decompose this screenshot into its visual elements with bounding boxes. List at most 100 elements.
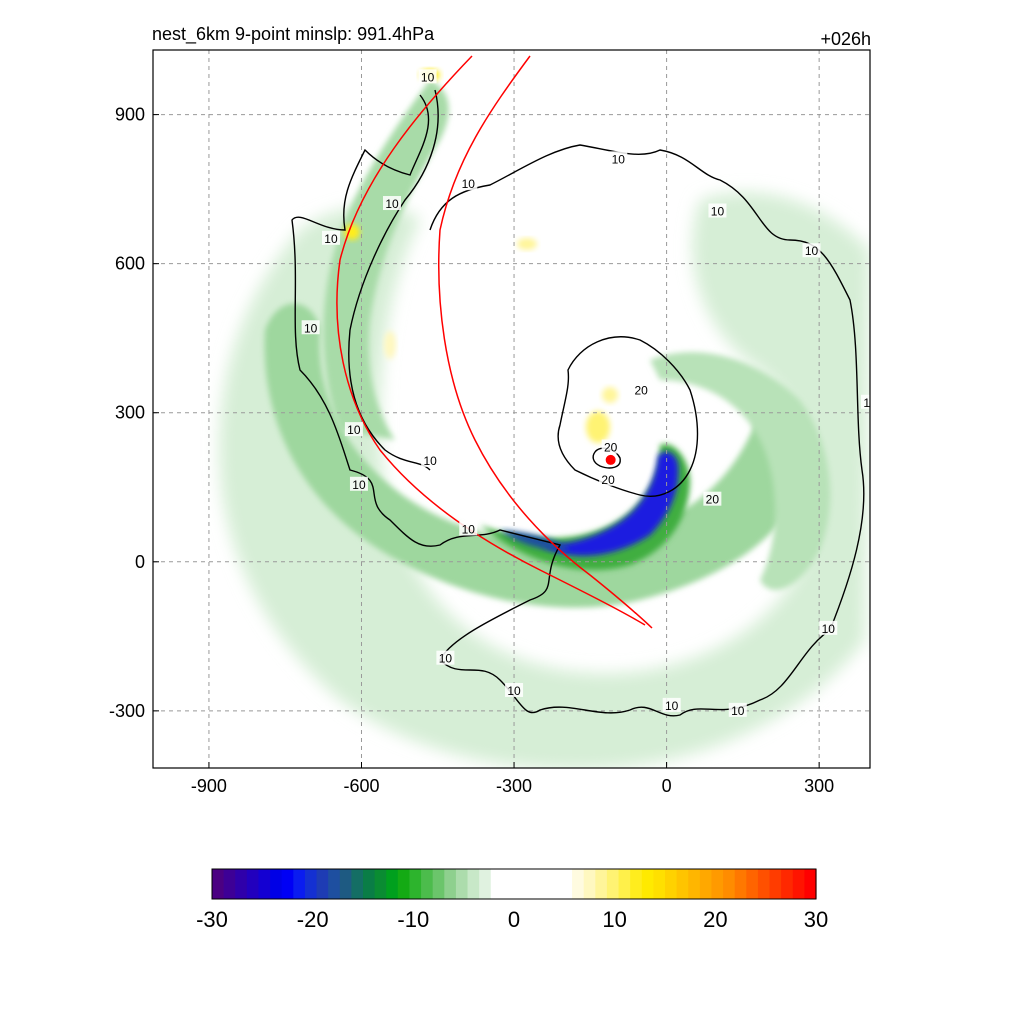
colorbar-swatch — [688, 869, 701, 899]
x-tick-label: 0 — [662, 776, 672, 796]
colorbar-swatch — [560, 869, 573, 899]
colorbar-swatch — [409, 869, 422, 899]
colorbar-swatch — [606, 869, 620, 899]
colorbar-swatch — [223, 869, 236, 899]
colorbar-swatch — [386, 869, 399, 899]
colorbar-swatch — [734, 869, 747, 899]
y-axis: -300 0 300 600 900 — [109, 105, 159, 721]
field-region-west-arc — [323, 80, 449, 440]
colorbar-swatch — [641, 869, 654, 899]
contour-label-bg — [344, 422, 363, 437]
contour-label-bg — [601, 439, 620, 454]
colorbar-swatch — [258, 869, 271, 899]
contour-labels: 10 10 10 10 10 10 10 10 10 10 10 10 10 10 10 10 10 10 20 20… — [301, 69, 870, 718]
contour-20-core — [557, 336, 699, 497]
colorbar-swatch — [490, 869, 503, 899]
field-region-yellow-patch-6 — [517, 238, 537, 250]
contour-label-bg — [599, 471, 618, 486]
contour-label-bg — [383, 196, 401, 211]
contour-label: 10 — [665, 699, 679, 713]
colorbar-swatch — [502, 869, 515, 899]
contour-label-bg — [436, 650, 455, 665]
forecast-hour-label: +026h — [820, 29, 871, 49]
contour-label-bg — [418, 69, 437, 84]
contour-label: 10 — [352, 478, 366, 492]
y-tick-label: 600 — [115, 254, 145, 274]
colorbar-tick-label: 0 — [508, 907, 520, 932]
colorbar-swatch — [339, 869, 352, 899]
plot-frame — [152, 49, 871, 769]
colorbar-swatch — [583, 869, 596, 899]
colorbar-swatch — [804, 869, 817, 899]
contour-label: 10 — [347, 423, 361, 437]
contour-label-bg — [459, 176, 478, 191]
shaded-field — [153, 50, 870, 768]
x-axis: -900 -600 -300 0 300 — [191, 762, 834, 796]
colorbar-tick-label: -30 — [196, 907, 228, 932]
colorbar-swatch — [792, 869, 805, 899]
contour-label: 10 — [462, 522, 476, 536]
contour-label-bg — [609, 151, 628, 166]
colorbar-tick-label: 30 — [804, 907, 828, 932]
contour-label: 10 — [507, 684, 521, 698]
colorbar-swatch — [467, 869, 480, 899]
field-region-yellow-patch-1 — [586, 411, 610, 443]
colorbar-swatch — [711, 869, 724, 899]
colorbar-swatch — [351, 869, 364, 899]
contour-label-bg — [321, 230, 340, 245]
contour-label-bg — [802, 243, 821, 258]
colorbar-swatch — [455, 869, 469, 899]
colorbar-swatch — [757, 869, 771, 899]
colorbar-swatch — [699, 869, 713, 899]
contour-label: 10 — [304, 321, 318, 335]
colorbar-swatch — [374, 869, 387, 899]
contour-label-bg — [459, 521, 478, 536]
contour-label: 10 — [711, 204, 725, 218]
contour-label-bg — [301, 320, 320, 335]
y-tick-label: -300 — [109, 701, 145, 721]
contour-label: 10 — [731, 704, 745, 718]
colorbar-swatch — [572, 869, 585, 899]
field-region-yellow-patch-5 — [384, 331, 396, 359]
colorbar-swatch — [281, 869, 294, 899]
colorbar-swatch — [363, 869, 376, 899]
contour-label: 10 — [805, 244, 819, 258]
colorbar-swatch — [595, 869, 608, 899]
contour-label-bg — [349, 476, 368, 491]
colorbar-swatch — [769, 869, 782, 899]
field-region-blue-core — [540, 451, 679, 556]
contour-label-bg — [662, 697, 681, 712]
contour-label: 10 — [324, 232, 338, 246]
colorbar — [211, 868, 817, 900]
contour-label-bg — [861, 394, 870, 409]
x-tick-label: -300 — [496, 776, 532, 796]
contour-lines — [291, 89, 865, 717]
colorbar-swatch — [328, 869, 341, 899]
colorbar-frame — [211, 868, 817, 900]
colorbar-swatch — [293, 869, 306, 899]
contour-label: 10 — [822, 622, 836, 636]
track-east — [438, 55, 653, 629]
colorbar-swatch — [746, 869, 759, 899]
contour-10-inner-west — [348, 89, 439, 471]
colorbar-swatch — [653, 869, 666, 899]
colorbar-tick-label: -10 — [397, 907, 429, 932]
contour-label-bg — [703, 491, 722, 506]
field-region-outer-band — [219, 192, 870, 768]
contour-label-bg — [632, 382, 651, 397]
colorbar-swatch — [781, 869, 794, 899]
colorbar-swatch — [316, 869, 329, 899]
x-tick-label: -600 — [343, 776, 379, 796]
contour-label-bg — [819, 620, 838, 635]
colorbar-swatch — [537, 869, 550, 899]
contour-label: 10 — [439, 652, 453, 666]
field-region-east-arc — [650, 352, 831, 590]
contour-label: 20 — [601, 473, 615, 487]
colorbar-swatch — [630, 869, 643, 899]
contour-label: 10 — [423, 454, 437, 468]
contour-label-bg — [421, 452, 440, 467]
colorbar-swatch — [212, 869, 225, 899]
colorbar-swatch — [618, 869, 631, 899]
contour-label: 10 — [612, 152, 626, 166]
